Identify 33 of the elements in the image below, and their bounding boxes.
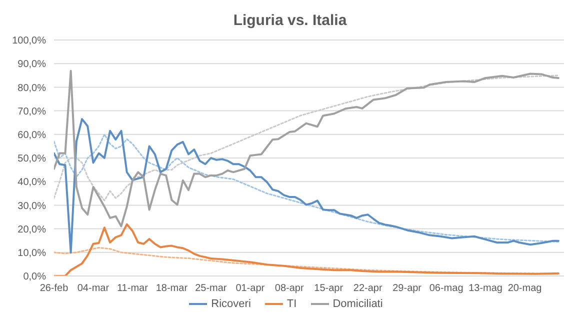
y-tick-label: 40,0% — [18, 177, 46, 188]
x-tick-label: 06-mag — [429, 283, 464, 294]
legend-label: Ricoveri — [211, 298, 251, 310]
x-tick-label: 18-mar — [156, 283, 188, 294]
x-tick-label: 26-feb — [40, 283, 69, 294]
y-tick-label: 0,0% — [23, 272, 46, 283]
chart-title: Liguria vs. Italia — [232, 11, 348, 31]
x-tick-label: 15-apr — [314, 283, 344, 294]
line-series — [54, 70, 560, 228]
y-tick-label: 80,0% — [18, 82, 46, 94]
x-tick-label: 11-mar — [116, 283, 149, 294]
x-tick-label: 01-apr — [236, 283, 266, 294]
x-tick-label: 13-mag — [468, 283, 502, 294]
x-tick-label: 20-mag — [508, 283, 542, 294]
line-series — [54, 118, 560, 254]
y-tick-label: 60,0% — [18, 130, 46, 141]
x-tick-label: 04-mar — [77, 283, 110, 294]
y-tick-label: 10,0% — [18, 248, 46, 259]
legend-label: TI — [286, 298, 297, 310]
line-series — [54, 74, 560, 202]
line-series — [54, 134, 560, 243]
y-tick-label: 70,0% — [18, 106, 46, 118]
line-series — [54, 223, 560, 276]
y-tick-label: 50,0% — [18, 154, 46, 165]
y-tick-label: 90,0% — [18, 59, 46, 70]
x-tick-label: 22-apr — [353, 283, 383, 294]
x-tick-label: 08-apr — [274, 283, 305, 294]
x-tick-label: 25-mar — [195, 283, 228, 294]
y-tick-label: 30,0% — [18, 200, 46, 212]
y-tick-label: 100,0% — [12, 36, 46, 47]
legend-label: Domiciliati — [332, 298, 383, 310]
x-tick-label: 29-apr — [392, 283, 422, 294]
y-tick-label: 20,0% — [18, 224, 46, 236]
